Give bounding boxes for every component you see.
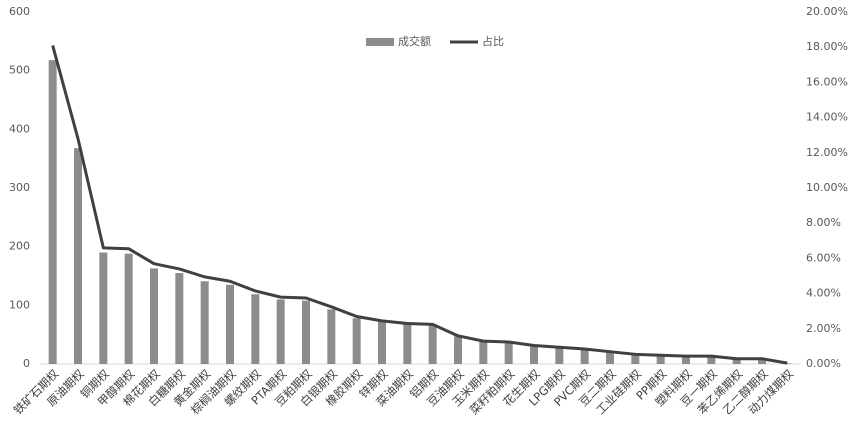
y2-tick-label: 8.00%: [806, 216, 841, 229]
bar: [48, 60, 57, 365]
y-tick-label: 200: [9, 240, 30, 253]
y2-tick-label: 0.00%: [806, 357, 841, 370]
bar: [276, 299, 285, 364]
bar: [74, 148, 82, 364]
y2-tick-label: 20.00%: [806, 5, 848, 18]
bar: [656, 355, 665, 364]
y-tick-label: 0: [23, 357, 30, 370]
y2-tick-label: 4.00%: [806, 287, 841, 300]
y-tick-label: 100: [9, 298, 30, 311]
y2-tick-label: 14.00%: [806, 111, 848, 124]
y2-tick-label: 6.00%: [806, 251, 841, 264]
bar: [378, 321, 386, 364]
bar: [150, 268, 158, 364]
legend-swatch: [366, 38, 394, 46]
y2-tick-label: 12.00%: [806, 146, 848, 159]
bar: [479, 341, 488, 364]
bar: [732, 359, 741, 364]
bar: [555, 348, 564, 364]
bar: [707, 356, 716, 364]
bar: [428, 324, 437, 364]
bar: [200, 281, 209, 364]
legend-label: 占比: [482, 34, 504, 48]
line: [51, 45, 788, 365]
bar: [783, 363, 792, 364]
bar: [454, 336, 462, 364]
y2-tick-label: 10.00%: [806, 181, 848, 194]
y-tick-label: 500: [9, 64, 30, 77]
bar: [99, 252, 108, 364]
y-tick-label: 300: [9, 181, 30, 194]
bar: [302, 300, 310, 364]
y2-tick-label: 2.00%: [806, 322, 841, 335]
bar: [175, 273, 184, 364]
bar: [124, 253, 133, 364]
y-tick-label: 400: [9, 122, 30, 135]
y2-tick-label: 18.00%: [806, 40, 848, 53]
legend-label: 成交额: [398, 34, 431, 48]
bar: [504, 342, 513, 364]
bar: [631, 355, 640, 364]
y2-tick-label: 16.00%: [806, 75, 848, 88]
bar: [682, 356, 690, 364]
y-tick-label: 600: [9, 5, 30, 18]
bar: [403, 324, 412, 364]
bar: [327, 309, 336, 364]
bar: [580, 349, 589, 364]
bar: [251, 294, 260, 364]
bar: [606, 352, 614, 364]
bar: [530, 346, 538, 364]
bar: [226, 284, 234, 364]
bar: [758, 359, 766, 364]
bar: [352, 318, 361, 364]
